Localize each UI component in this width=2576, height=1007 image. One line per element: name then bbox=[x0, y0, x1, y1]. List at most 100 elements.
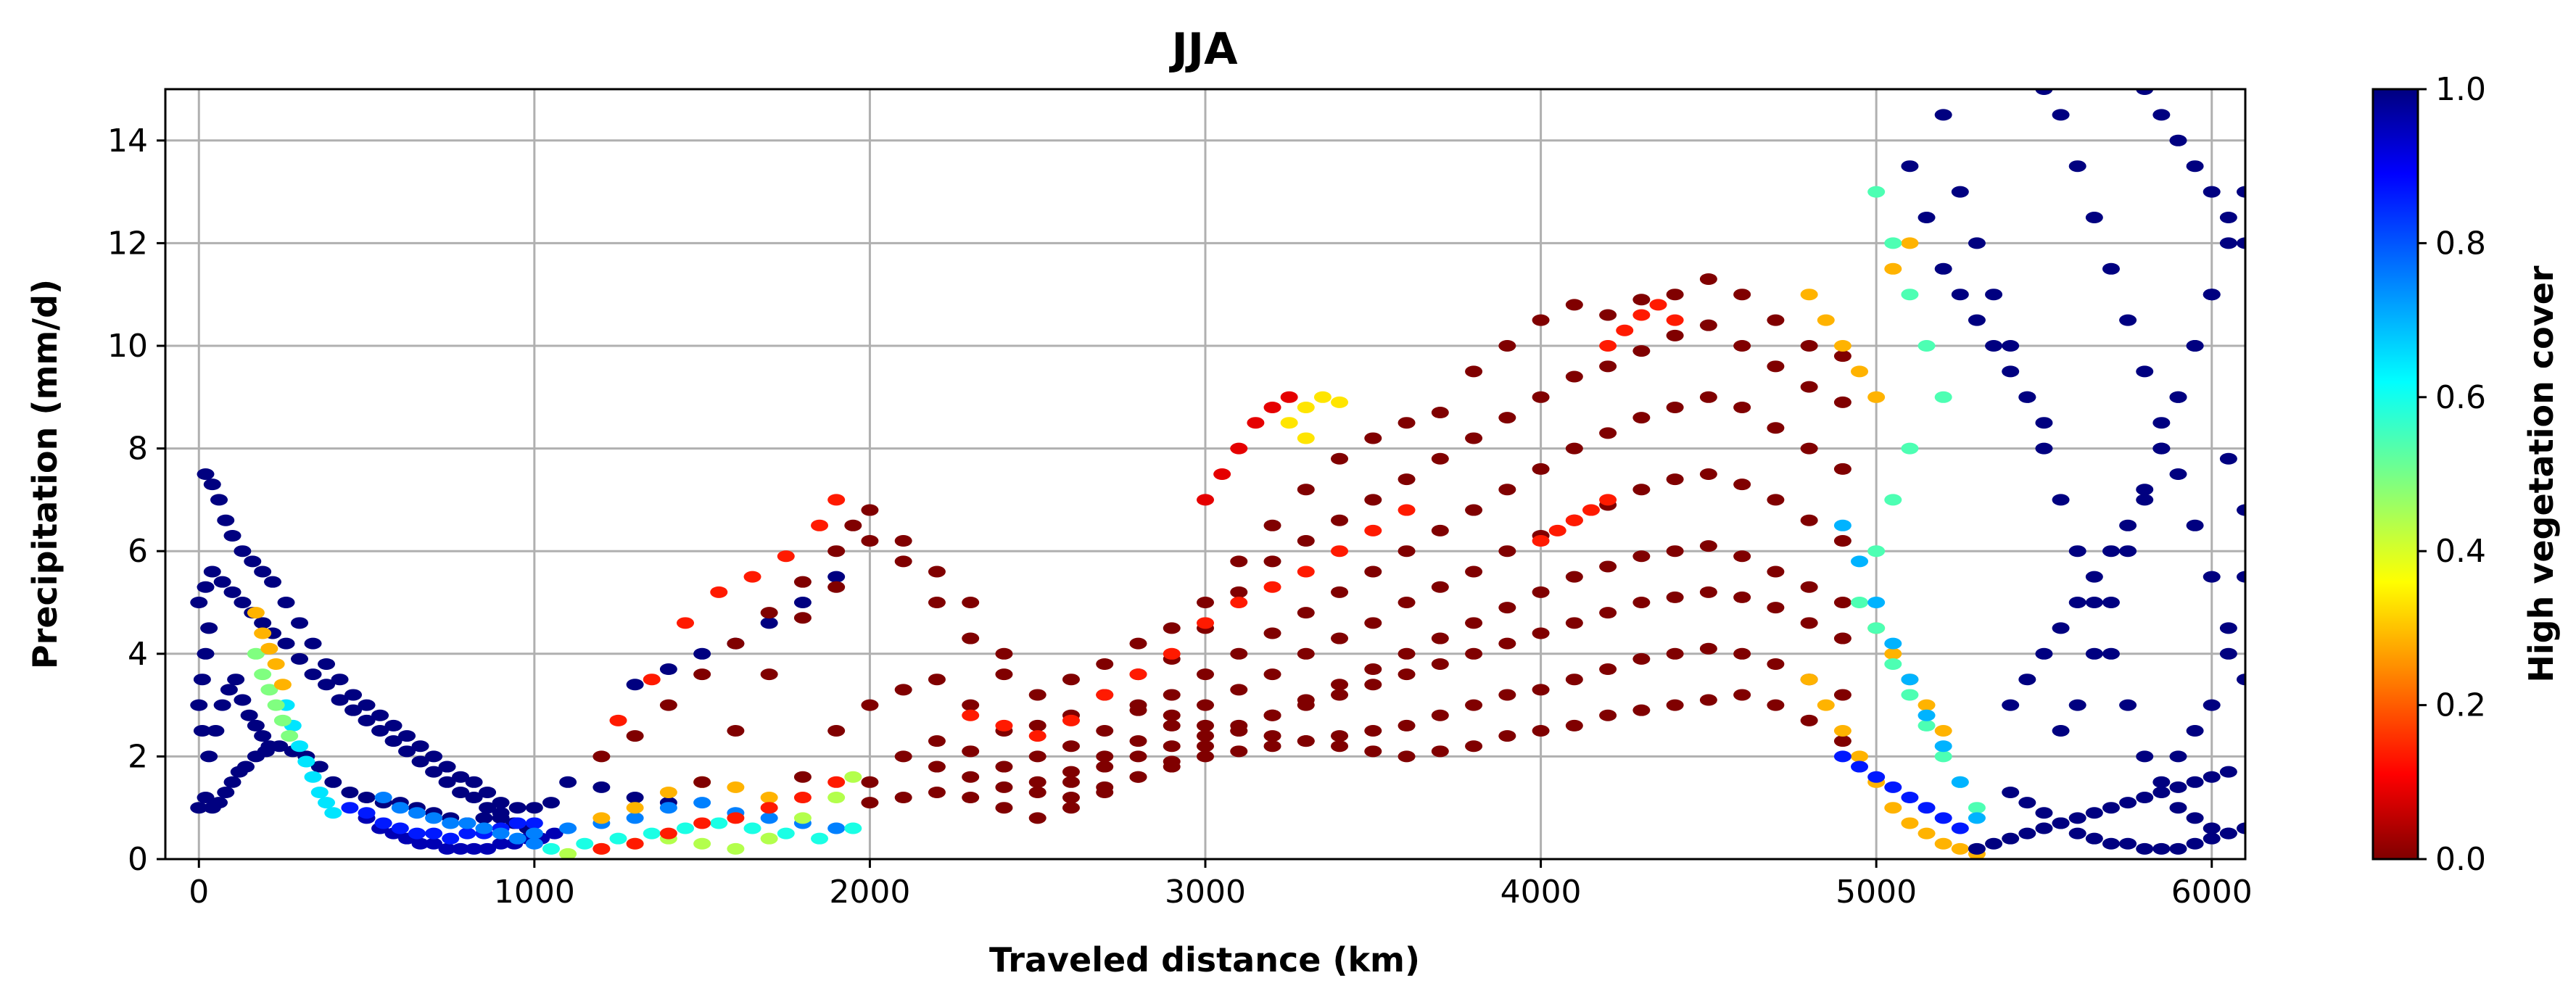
data-point bbox=[1297, 432, 1315, 444]
data-point bbox=[1985, 289, 2003, 301]
data-point bbox=[928, 597, 946, 608]
data-point bbox=[237, 761, 255, 773]
data-point bbox=[1767, 494, 1785, 506]
data-point bbox=[1833, 597, 1852, 608]
data-point bbox=[727, 637, 745, 650]
data-point bbox=[894, 684, 912, 696]
data-point bbox=[559, 822, 577, 834]
data-point bbox=[1465, 647, 1483, 660]
data-point bbox=[254, 668, 272, 681]
data-point bbox=[2237, 186, 2245, 198]
data-point bbox=[1331, 514, 1349, 526]
data-point bbox=[2169, 781, 2187, 793]
data-point bbox=[928, 674, 946, 686]
data-point bbox=[2203, 571, 2221, 583]
data-point bbox=[2203, 289, 2221, 301]
data-point bbox=[267, 699, 285, 711]
data-point bbox=[1565, 299, 1583, 311]
data-point bbox=[442, 832, 460, 845]
y-tick-label: 2 bbox=[128, 738, 148, 775]
data-point bbox=[1632, 652, 1651, 665]
data-point bbox=[190, 597, 208, 608]
x-tick-label: 5000 bbox=[1836, 874, 1917, 911]
data-point bbox=[374, 792, 392, 804]
data-point bbox=[1733, 289, 1751, 301]
data-point bbox=[1028, 719, 1046, 732]
data-point bbox=[1129, 668, 1147, 681]
data-point bbox=[1247, 417, 1265, 429]
data-point bbox=[1767, 314, 1785, 326]
data-point bbox=[559, 776, 577, 788]
data-point bbox=[1498, 637, 1516, 650]
data-point bbox=[2102, 262, 2120, 275]
data-point bbox=[1901, 442, 1919, 455]
data-point bbox=[928, 735, 946, 747]
data-point bbox=[643, 674, 661, 686]
data-point bbox=[1498, 484, 1516, 496]
data-point bbox=[1599, 607, 1617, 619]
data-point bbox=[508, 817, 527, 829]
data-point bbox=[244, 555, 262, 568]
data-point bbox=[1666, 289, 1684, 301]
data-point bbox=[492, 797, 510, 809]
data-point bbox=[2002, 786, 2020, 798]
data-point bbox=[2136, 792, 2154, 804]
data-point bbox=[324, 807, 342, 819]
data-point bbox=[1833, 750, 1852, 763]
colorbar-tick-label: 0.2 bbox=[2435, 687, 2486, 724]
data-point bbox=[223, 529, 242, 542]
colorbar-ticks: 0.0 0.2 0.4 0.6 0.8 1.0 bbox=[2418, 71, 2486, 878]
data-point bbox=[297, 755, 315, 768]
data-point bbox=[1733, 550, 1751, 563]
data-point bbox=[1129, 735, 1147, 747]
data-point bbox=[1901, 792, 1919, 804]
data-point bbox=[1465, 617, 1483, 629]
data-point bbox=[1699, 273, 1717, 285]
data-point bbox=[844, 771, 862, 783]
data-point bbox=[626, 730, 644, 742]
data-point bbox=[247, 647, 265, 660]
data-point bbox=[1884, 781, 1902, 793]
data-point bbox=[727, 812, 745, 824]
data-point bbox=[1867, 391, 1886, 403]
data-point bbox=[310, 786, 329, 798]
data-point bbox=[1197, 740, 1214, 753]
data-point bbox=[1230, 586, 1248, 598]
data-point bbox=[1632, 550, 1651, 563]
data-point bbox=[928, 565, 946, 578]
data-point bbox=[995, 647, 1013, 660]
data-point bbox=[1197, 668, 1214, 681]
data-point bbox=[2035, 647, 2053, 660]
data-point bbox=[1565, 442, 1583, 455]
data-point bbox=[197, 468, 215, 480]
y-axis-label: Precipitation (mm/d) bbox=[25, 279, 65, 669]
data-point bbox=[1867, 186, 1886, 198]
data-point bbox=[2169, 134, 2187, 146]
data-point bbox=[1331, 632, 1349, 645]
data-point bbox=[1197, 750, 1214, 763]
data-point bbox=[324, 776, 342, 788]
data-point bbox=[545, 827, 564, 840]
data-point bbox=[1599, 663, 1617, 676]
data-point bbox=[1398, 473, 1416, 486]
data-point bbox=[894, 792, 912, 804]
data-point bbox=[2186, 340, 2204, 352]
data-point bbox=[1197, 730, 1214, 742]
data-point bbox=[1733, 340, 1751, 352]
data-point bbox=[2119, 314, 2137, 326]
data-point bbox=[1263, 581, 1281, 593]
data-point bbox=[1431, 581, 1449, 593]
data-point bbox=[1398, 417, 1416, 429]
data-point bbox=[743, 571, 761, 583]
data-point bbox=[2102, 837, 2120, 850]
data-point bbox=[1800, 714, 1818, 726]
data-point bbox=[710, 817, 728, 829]
data-point bbox=[1398, 668, 1416, 681]
data-point bbox=[1884, 237, 1902, 249]
data-point bbox=[542, 842, 560, 855]
data-point bbox=[894, 555, 912, 568]
data-point bbox=[962, 771, 980, 783]
data-point bbox=[240, 709, 258, 721]
data-point bbox=[1767, 565, 1785, 578]
data-point bbox=[1901, 817, 1919, 829]
